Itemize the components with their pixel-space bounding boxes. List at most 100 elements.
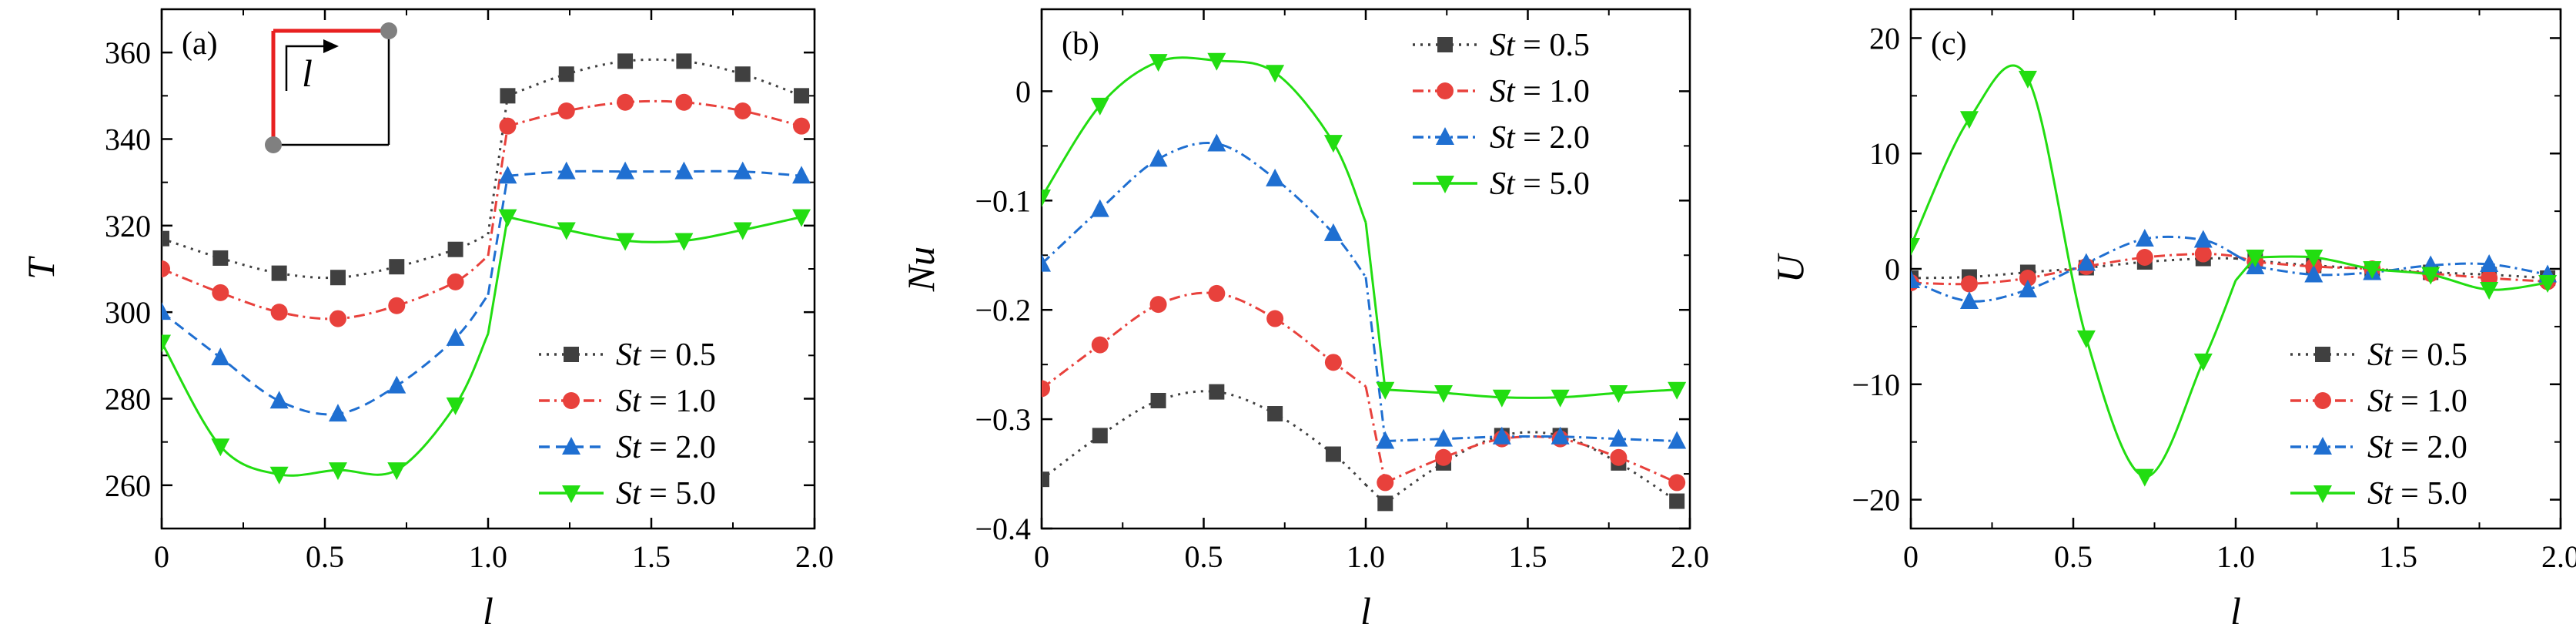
- data-point: [1266, 65, 1285, 83]
- data-point: [2076, 253, 2096, 271]
- x-tick-label: 2.0: [1671, 539, 1709, 574]
- x-tick-label: 1.5: [2379, 539, 2417, 574]
- inset-label: l: [302, 52, 313, 95]
- x-tick-label: 0.5: [306, 539, 344, 574]
- data-point: [269, 466, 289, 485]
- y-tick-label: 320: [105, 209, 151, 243]
- data-point: [1090, 97, 1109, 116]
- data-point: [1209, 384, 1225, 400]
- data-point: [2538, 274, 2558, 293]
- data-point: [2018, 70, 2037, 89]
- data-point: [1669, 493, 1685, 509]
- data-point: [557, 222, 576, 240]
- data-point: [734, 102, 751, 119]
- data-point: [2363, 261, 2382, 279]
- y-axis-label: U: [1768, 253, 1812, 283]
- data-point: [1551, 389, 1570, 408]
- data-point: [616, 233, 635, 251]
- data-point: [499, 117, 517, 135]
- data-point: [162, 260, 170, 277]
- legend-marker: [2314, 392, 2331, 409]
- data-point: [1376, 431, 1395, 449]
- x-tick-label: 2.0: [795, 539, 834, 574]
- x-tick-label: 1.0: [1347, 539, 1385, 574]
- plot-frame: [1040, 8, 1691, 530]
- legend-marker: [1436, 176, 1454, 193]
- panel-a: 0 0.5 1.0 1.5 2.0 260 280 300 320 340 360 l T (a) St =…: [19, 8, 834, 633]
- legend-marker: [1437, 37, 1453, 52]
- series-group: [1911, 64, 2558, 487]
- data-point: [1090, 199, 1109, 217]
- data-point: [387, 375, 406, 394]
- x-axis-label: l: [2230, 589, 2241, 633]
- data-point: [617, 53, 634, 69]
- data-point: [1610, 448, 1628, 466]
- inset-direction-arrow: [285, 45, 327, 91]
- data-point: [616, 161, 635, 180]
- panel-label: (a): [182, 26, 218, 62]
- legend-label: St = 5.0: [616, 476, 716, 512]
- y-axis-label: T: [19, 256, 62, 280]
- y-tick-label: 20: [1869, 21, 1900, 55]
- x-tick-label: 1.0: [2216, 539, 2255, 574]
- y-tick-label: −0.2: [975, 293, 1031, 327]
- data-point: [1434, 385, 1454, 404]
- series-line-st10: [1042, 291, 1678, 484]
- series-line-st10: [162, 99, 802, 320]
- data-point: [1149, 296, 1167, 314]
- legend-label: St = 0.5: [1490, 28, 1590, 63]
- data-point: [2421, 267, 2441, 285]
- data-point: [1091, 336, 1109, 354]
- data-point: [328, 404, 347, 422]
- data-point: [1323, 135, 1343, 153]
- x-tick-label: 0.5: [2054, 539, 2093, 574]
- x-tick-label: 0.5: [1185, 539, 1223, 574]
- series-line-st05: [162, 58, 802, 280]
- data-point: [1960, 275, 1978, 293]
- data-point: [447, 273, 464, 290]
- data-point: [1435, 448, 1453, 466]
- data-point: [1377, 474, 1394, 492]
- data-point: [1208, 284, 1226, 302]
- data-point: [1959, 111, 1979, 129]
- data-point: [1042, 472, 1049, 488]
- data-point: [2304, 250, 2323, 268]
- data-point: [2304, 264, 2323, 283]
- legend-label: St = 1.0: [616, 384, 716, 419]
- data-point: [1042, 253, 1051, 272]
- data-point: [498, 166, 517, 184]
- data-point: [1267, 406, 1283, 422]
- data-point: [734, 66, 751, 82]
- legend-marker: [564, 347, 579, 362]
- x-tick-label: 1.5: [1509, 539, 1547, 574]
- legend-marker: [2315, 347, 2330, 362]
- legend-label: St = 1.0: [1490, 74, 1590, 109]
- inset-end-point: [380, 22, 397, 39]
- legend-label: St = 2.0: [616, 430, 716, 465]
- data-point: [1609, 385, 1628, 404]
- legend-label: St = 2.0: [1490, 120, 1590, 156]
- data-point: [557, 102, 575, 119]
- data-point: [617, 93, 634, 111]
- data-point: [1492, 389, 1511, 408]
- data-point: [792, 209, 811, 227]
- data-point: [1551, 426, 1570, 445]
- data-point: [676, 53, 692, 69]
- y-tick-label: 340: [105, 122, 151, 157]
- x-tick-label: 0: [1903, 539, 1919, 574]
- series-group: [1042, 52, 1687, 512]
- y-tick-label: 260: [105, 468, 151, 503]
- data-point: [211, 438, 230, 457]
- data-point: [1266, 168, 1285, 186]
- legend-marker: [562, 437, 580, 455]
- data-point: [733, 222, 752, 240]
- data-point: [212, 250, 229, 266]
- y-tick-label: 360: [105, 35, 151, 70]
- x-tick-label: 1.5: [632, 539, 671, 574]
- data-point: [2135, 229, 2154, 247]
- data-point: [2136, 249, 2153, 267]
- data-point: [557, 161, 576, 180]
- data-point: [2019, 269, 2036, 287]
